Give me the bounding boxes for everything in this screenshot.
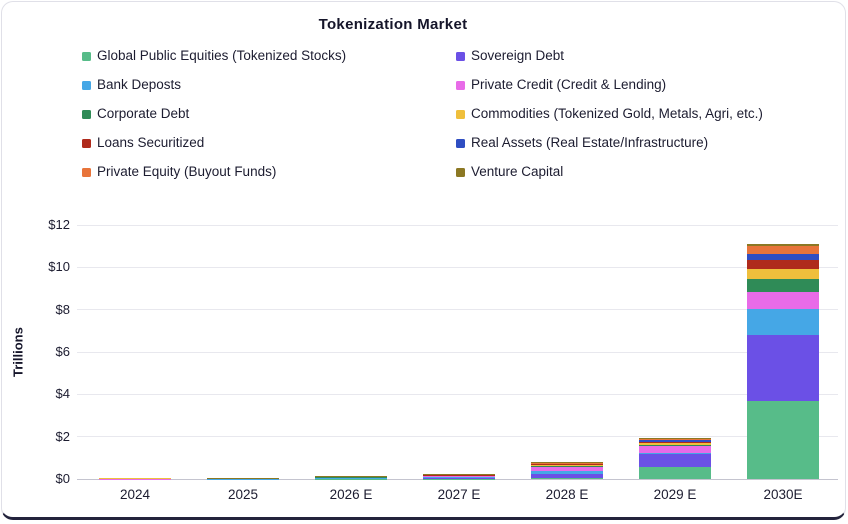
bar-segment	[747, 259, 819, 269]
chart-title: Tokenization Market	[318, 16, 468, 33]
legend-label: Real Assets (Real Estate/Infrastructure)	[471, 135, 709, 150]
legend-item: Loans Securitized	[82, 135, 456, 151]
y-tick-label: $2	[55, 428, 70, 444]
x-tick-label: 2029 E	[653, 487, 697, 502]
bar-segment	[747, 268, 819, 279]
bar-stack	[315, 225, 387, 479]
legend-item: Private Equity (Buyout Funds)	[82, 164, 456, 180]
bar-segment	[639, 467, 711, 479]
bar-segment	[531, 465, 603, 467]
legend-item: Bank Deposts	[82, 77, 456, 93]
y-tick-label: $10	[48, 259, 70, 275]
legend-label: Bank Deposts	[97, 77, 182, 92]
legend-item: Private Credit (Credit & Lending)	[456, 77, 763, 93]
x-tick-label: 2025	[227, 487, 259, 502]
bar-segment	[639, 446, 711, 454]
bar-segment	[639, 453, 711, 455]
legend-swatch-icon	[456, 138, 465, 148]
legend-label: Loans Securitized	[97, 135, 205, 150]
legend-label: Venture Capital	[471, 164, 564, 179]
x-tick-label: 2024	[119, 487, 151, 502]
y-tick-label: $4	[55, 386, 70, 402]
bar-segment	[423, 475, 495, 477]
bar-segment	[639, 442, 711, 445]
bar-segment	[747, 253, 819, 260]
legend-swatch-icon	[82, 80, 91, 90]
bar-stack	[531, 225, 603, 479]
y-tick-label: $8	[55, 301, 70, 317]
legend-item: Corporate Debt	[82, 106, 456, 122]
y-tick-label: $0	[55, 471, 70, 486]
bar-segment	[531, 473, 603, 478]
gridline	[77, 478, 838, 480]
legend-swatch-icon	[82, 109, 91, 119]
legend-label: Commodities (Tokenized Gold, Metals, Agr…	[471, 106, 763, 121]
bar-stack	[99, 225, 171, 479]
x-tick-label: 2030E	[763, 487, 803, 502]
gridline	[77, 436, 838, 438]
bar-stack	[639, 225, 711, 479]
bar-segment	[531, 462, 603, 463]
x-tick-label: 2027 E	[437, 487, 481, 502]
bar-segment	[639, 439, 711, 440]
plot-area: $12 $10 $8 $6 $4 $2 $0 2024 2025 2026 E 2027 E 2028…	[48, 217, 838, 502]
bar-segment	[747, 243, 819, 246]
legend-item: Venture Capital	[456, 164, 763, 180]
bar-segment	[747, 400, 819, 479]
y-tick-label: $12	[48, 217, 70, 232]
gridline	[77, 393, 838, 395]
legend-swatch-icon	[82, 51, 91, 61]
bar-segment	[531, 463, 603, 465]
legend-label: Corporate Debt	[97, 106, 190, 121]
legend-swatch-icon	[456, 51, 465, 61]
x-tick-label: 2026 E	[329, 487, 373, 502]
legend-item: Global Public Equities (Tokenized Stocks…	[82, 48, 456, 64]
legend-swatch-icon	[456, 80, 465, 90]
bar-segment	[315, 476, 387, 478]
bar-segment	[423, 477, 495, 479]
bar-segment	[747, 245, 819, 254]
bar-segment	[747, 291, 819, 309]
bar-segment	[639, 437, 711, 439]
bar-segment	[531, 470, 603, 474]
legend-swatch-icon	[456, 109, 465, 119]
legend-item: Commodities (Tokenized Gold, Metals, Agr…	[456, 106, 763, 122]
gridline	[77, 351, 838, 353]
legend-label: Private Credit (Credit & Lending)	[471, 77, 667, 92]
bar-stack	[423, 225, 495, 479]
bar-stack	[207, 225, 279, 479]
legend-item: Sovereign Debt	[456, 48, 763, 64]
bar-segment	[639, 441, 711, 443]
bar-segment	[639, 439, 711, 442]
legend-label: Sovereign Debt	[471, 48, 565, 63]
y-tick-label: $6	[55, 344, 70, 359]
legend-swatch-icon	[82, 138, 91, 148]
bar-segment	[639, 444, 711, 447]
legend-item: Real Assets (Real Estate/Infrastructure)	[456, 135, 763, 151]
legend: Global Public Equities (Tokenized Stocks…	[82, 48, 763, 180]
bar-segment	[747, 279, 819, 292]
gridline	[77, 224, 838, 226]
bar-segment	[531, 466, 603, 468]
x-tick-label: 2028 E	[545, 487, 589, 502]
legend-label: Private Equity (Buyout Funds)	[97, 164, 277, 179]
legend-swatch-icon	[82, 167, 91, 177]
legend-swatch-icon	[456, 167, 465, 177]
bar-stack	[747, 225, 819, 479]
bar-segment	[747, 308, 819, 336]
gridline	[77, 309, 838, 311]
bar-segment	[315, 477, 387, 479]
bar-segment	[531, 477, 603, 479]
legend-label: Global Public Equities (Tokenized Stocks…	[97, 48, 347, 63]
bar-segment	[531, 467, 603, 471]
bar-segment	[531, 464, 603, 466]
gridline	[77, 266, 838, 268]
bar-segment	[747, 335, 819, 401]
bar-segment	[639, 454, 711, 468]
